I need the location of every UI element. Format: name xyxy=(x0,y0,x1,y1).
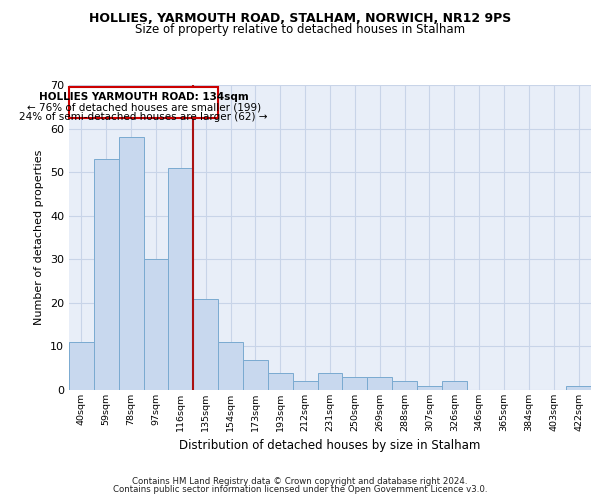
Text: Contains HM Land Registry data © Crown copyright and database right 2024.: Contains HM Land Registry data © Crown c… xyxy=(132,477,468,486)
Text: HOLLIES, YARMOUTH ROAD, STALHAM, NORWICH, NR12 9PS: HOLLIES, YARMOUTH ROAD, STALHAM, NORWICH… xyxy=(89,12,511,26)
Text: Contains public sector information licensed under the Open Government Licence v3: Contains public sector information licen… xyxy=(113,485,487,494)
Text: 24% of semi-detached houses are larger (62) →: 24% of semi-detached houses are larger (… xyxy=(19,112,268,122)
Bar xyxy=(317,372,343,390)
Y-axis label: Number of detached properties: Number of detached properties xyxy=(34,150,44,325)
Text: HOLLIES YARMOUTH ROAD: 134sqm: HOLLIES YARMOUTH ROAD: 134sqm xyxy=(38,92,248,102)
Bar xyxy=(193,298,218,390)
Bar xyxy=(392,382,417,390)
Bar xyxy=(417,386,442,390)
Bar xyxy=(169,168,193,390)
Bar xyxy=(69,342,94,390)
X-axis label: Distribution of detached houses by size in Stalham: Distribution of detached houses by size … xyxy=(179,440,481,452)
Bar xyxy=(367,377,392,390)
Bar xyxy=(268,372,293,390)
Bar xyxy=(442,382,467,390)
Bar xyxy=(566,386,591,390)
FancyBboxPatch shape xyxy=(70,87,218,118)
Bar xyxy=(243,360,268,390)
Bar xyxy=(343,377,367,390)
Bar xyxy=(94,159,119,390)
Text: ← 76% of detached houses are smaller (199): ← 76% of detached houses are smaller (19… xyxy=(26,102,260,113)
Bar xyxy=(143,260,169,390)
Bar xyxy=(119,138,143,390)
Bar xyxy=(293,382,317,390)
Bar xyxy=(218,342,243,390)
Text: Size of property relative to detached houses in Stalham: Size of property relative to detached ho… xyxy=(135,22,465,36)
